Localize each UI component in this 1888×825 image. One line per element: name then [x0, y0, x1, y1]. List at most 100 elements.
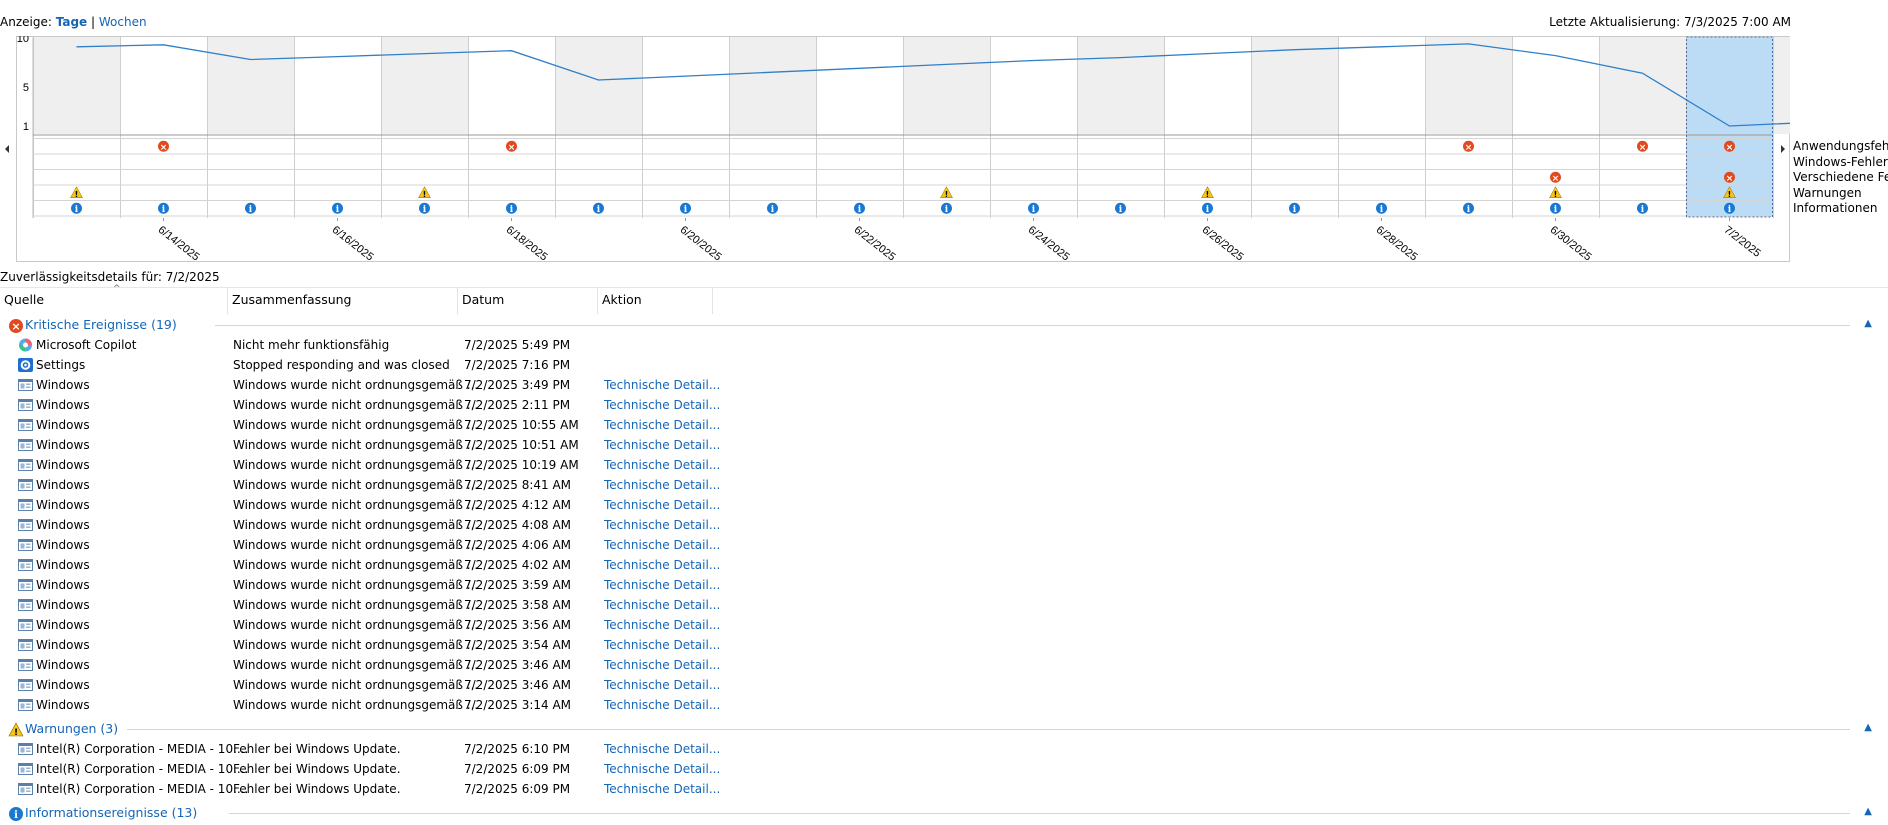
svg-text:!: !	[75, 190, 79, 199]
technical-details-link[interactable]: Technische Detail...	[604, 762, 721, 776]
reliability-chart[interactable]: 1051×××××××!!!!!!!iiiiiiiiiiiiiiiiiiii6/…	[0, 36, 1790, 262]
technical-details-link[interactable]: Technische Detail...	[604, 558, 721, 572]
row-source: Windows	[36, 438, 90, 452]
table-row[interactable]: Intel(R) Corporation - MEDIA - 10.... Feh…	[0, 779, 1888, 799]
column-header-action[interactable]: Aktion	[598, 288, 713, 314]
table-row[interactable]: Windows Windows wurde nicht ordnungsgemäß…	[0, 555, 1888, 575]
technical-details-link[interactable]: Technische Detail...	[604, 658, 721, 672]
technical-details-link[interactable]: Technische Detail...	[604, 742, 721, 756]
table-row[interactable]: Windows Windows wurde nicht ordnungsgemäß…	[0, 495, 1888, 515]
technical-details-link[interactable]: Technische Detail...	[604, 618, 721, 632]
chart-column-shade	[903, 37, 990, 134]
group-header[interactable]: i Informationsereignisse (13) ▲	[0, 803, 1888, 823]
svg-text:i: i	[1380, 205, 1384, 215]
view-weeks-link[interactable]: Wochen	[98, 15, 147, 29]
info-marker-icon: i	[71, 202, 82, 215]
technical-details-link[interactable]: Technische Detail...	[604, 538, 721, 552]
view-days-link[interactable]: Tage	[55, 15, 88, 29]
technical-details-link[interactable]: Technische Detail...	[604, 378, 721, 392]
row-date: 7/2/2025 10:51 AM	[464, 438, 579, 452]
table-row[interactable]: Windows Windows wurde nicht ordnungsgemäß…	[0, 575, 1888, 595]
table-row[interactable]: Windows Windows wurde nicht ordnungsgemäß…	[0, 415, 1888, 435]
table-row[interactable]: Intel(R) Corporation - MEDIA - 10.... Feh…	[0, 739, 1888, 759]
technical-details-link[interactable]: Technische Detail...	[604, 478, 721, 492]
warning-marker-icon: !	[1549, 186, 1562, 199]
technical-details-link[interactable]: Technische Detail...	[604, 398, 721, 412]
copilot-icon	[18, 338, 33, 352]
technical-details-link[interactable]: Technische Detail...	[604, 638, 721, 652]
y-tick-label: 10	[17, 36, 29, 45]
table-row[interactable]: Microsoft Copilot Nicht mehr funktionsfäh…	[0, 335, 1888, 355]
row-summary: Windows wurde nicht ordnungsgemäß ...	[233, 618, 479, 632]
svg-text:!: !	[945, 190, 949, 199]
technical-details-link[interactable]: Technische Detail...	[604, 518, 721, 532]
scroll-left-icon[interactable]	[5, 145, 9, 153]
info-icon: i	[8, 806, 24, 822]
svg-text:i: i	[14, 810, 18, 821]
group-header[interactable]: ! Warnungen (3) ▲	[0, 719, 1888, 739]
chart-column-shade	[1425, 37, 1512, 134]
window-icon	[18, 498, 33, 512]
row-source: Windows	[36, 558, 90, 572]
svg-text:i: i	[75, 205, 79, 215]
technical-details-link[interactable]: Technische Detail...	[604, 578, 721, 592]
svg-text:i: i	[771, 205, 775, 215]
details-title: Zuverlässigkeitsdetails für: 7/2/2025	[0, 270, 220, 284]
column-header-summary[interactable]: Zusammenfassung	[228, 288, 458, 314]
svg-text:i: i	[336, 205, 340, 215]
error-marker-icon: ×	[1724, 140, 1735, 153]
table-row[interactable]: Windows Windows wurde nicht ordnungsgemäß…	[0, 475, 1888, 495]
table-row[interactable]: Windows Windows wurde nicht ordnungsgemäß…	[0, 635, 1888, 655]
collapse-caret-icon[interactable]: ▲	[1864, 318, 1872, 329]
selected-day-border	[1686, 36, 1773, 218]
table-row[interactable]: Windows Windows wurde nicht ordnungsgemäß…	[0, 655, 1888, 675]
window-icon	[18, 398, 33, 412]
table-row[interactable]: Windows Windows wurde nicht ordnungsgemäß…	[0, 675, 1888, 695]
row-source: Windows	[36, 598, 90, 612]
row-source: Microsoft Copilot	[36, 338, 137, 352]
group-header[interactable]: × Kritische Ereignisse (19) ▲	[0, 315, 1888, 335]
table-row[interactable]: Windows Windows wurde nicht ordnungsgemäß…	[0, 695, 1888, 715]
info-marker-icon: i	[593, 202, 604, 215]
warning-marker-icon: !	[1723, 186, 1736, 199]
svg-text:i: i	[1119, 205, 1123, 215]
technical-details-link[interactable]: Technische Detail...	[604, 498, 721, 512]
scroll-right-icon[interactable]	[1781, 145, 1785, 153]
window-icon	[18, 618, 33, 632]
table-row[interactable]: Windows Windows wurde nicht ordnungsgemäß…	[0, 375, 1888, 395]
svg-text:!: !	[1728, 190, 1732, 199]
info-marker-icon: i	[680, 202, 691, 215]
row-source: Intel(R) Corporation - MEDIA - 10....	[36, 782, 249, 796]
svg-text:×: ×	[1726, 143, 1734, 153]
row-source: Settings	[36, 358, 86, 372]
table-row[interactable]: Settings Stopped responding and was close…	[0, 355, 1888, 375]
technical-details-link[interactable]: Technische Detail...	[604, 698, 721, 712]
group-title: Kritische Ereignisse (19)	[25, 317, 177, 332]
column-header-date[interactable]: Datum	[458, 288, 598, 314]
column-header-source[interactable]: Quelle	[0, 288, 228, 314]
y-tick-label: 1	[23, 121, 29, 133]
row-summary: Windows wurde nicht ordnungsgemäß ...	[233, 398, 479, 412]
table-row[interactable]: Intel(R) Corporation - MEDIA - 10.... Feh…	[0, 759, 1888, 779]
info-marker-icon: i	[158, 202, 169, 215]
technical-details-link[interactable]: Technische Detail...	[604, 782, 721, 796]
table-row[interactable]: Windows Windows wurde nicht ordnungsgemäß…	[0, 515, 1888, 535]
technical-details-link[interactable]: Technische Detail...	[604, 598, 721, 612]
table-row[interactable]: Windows Windows wurde nicht ordnungsgemäß…	[0, 435, 1888, 455]
error-marker-icon: ×	[158, 140, 169, 153]
technical-details-link[interactable]: Technische Detail...	[604, 458, 721, 472]
technical-details-link[interactable]: Technische Detail...	[604, 418, 721, 432]
row-date: 7/2/2025 3:58 AM	[464, 598, 572, 612]
table-row[interactable]: Windows Windows wurde nicht ordnungsgemäß…	[0, 455, 1888, 475]
technical-details-link[interactable]: Technische Detail...	[604, 678, 721, 692]
chart-column-shade	[207, 37, 294, 134]
collapse-caret-icon[interactable]: ▲	[1864, 806, 1872, 817]
table-row[interactable]: Windows Windows wurde nicht ordnungsgemäß…	[0, 535, 1888, 555]
table-row[interactable]: Windows Windows wurde nicht ordnungsgemäß…	[0, 615, 1888, 635]
chart-column-shade	[555, 37, 642, 134]
table-row[interactable]: Windows Windows wurde nicht ordnungsgemäß…	[0, 395, 1888, 415]
technical-details-link[interactable]: Technische Detail...	[604, 438, 721, 452]
svg-text:×: ×	[160, 143, 168, 153]
table-row[interactable]: Windows Windows wurde nicht ordnungsgemäß…	[0, 595, 1888, 615]
collapse-caret-icon[interactable]: ▲	[1864, 722, 1872, 733]
